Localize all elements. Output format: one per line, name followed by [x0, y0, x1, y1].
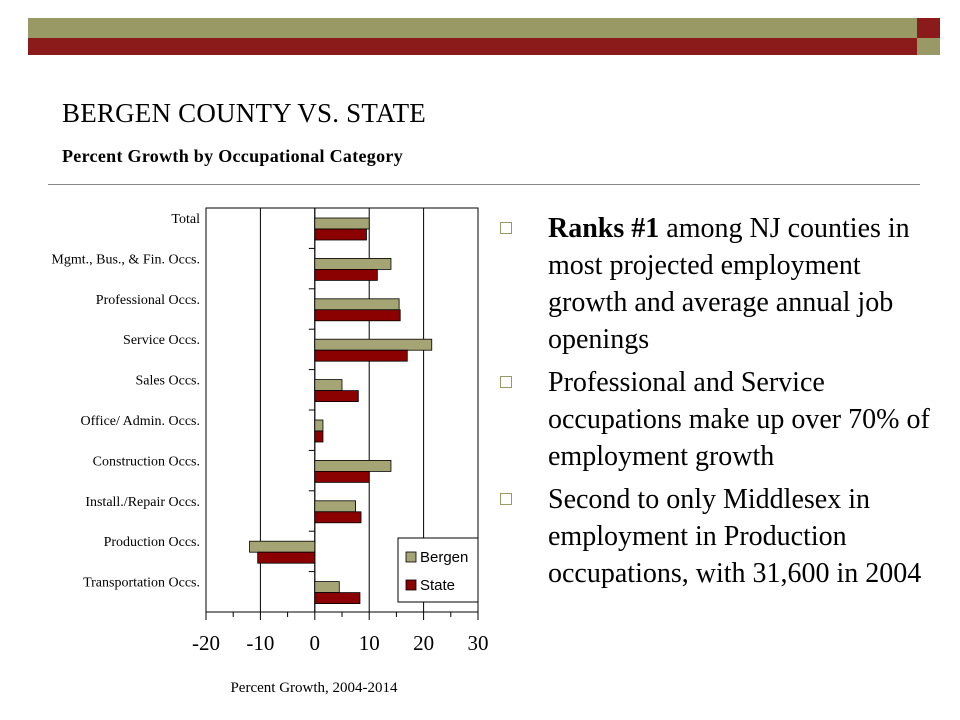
bar-state: [314, 430, 324, 443]
x-tick-label: 30: [468, 631, 489, 655]
category-label: Install./Repair Occs.: [85, 495, 200, 510]
bar-bergen: [314, 459, 392, 472]
category-label: Service Occs.: [123, 333, 200, 348]
category-label: Transportation Occs.: [83, 576, 200, 591]
square-bullet-icon: [500, 493, 512, 505]
top-maroon-bar: [28, 38, 917, 55]
x-tick-label: 10: [359, 631, 380, 655]
bar-bergen: [314, 217, 370, 230]
chart-x-ticks: -20 -10 0 10 20 30: [192, 612, 489, 655]
growth-bar-chart: Total Mgmt., Bus., & Fin. Occs. Profession…: [51, 207, 489, 696]
legend-swatch: [405, 551, 417, 563]
category-label: Construction Occs.: [93, 454, 200, 469]
bullet-item: Ranks #1 among NJ counties in most proje…: [498, 210, 938, 358]
bullet-text: Second to only Middlesex in employment i…: [548, 484, 922, 589]
legend-box: [397, 537, 479, 603]
square-bullet-icon: [500, 376, 512, 388]
bullet-list: Ranks #1 among NJ counties in most proje…: [498, 210, 938, 598]
x-tick-label: -20: [192, 631, 220, 655]
bar-state: [314, 228, 367, 241]
square-bullet-icon: [500, 222, 512, 234]
x-tick-label: 0: [310, 631, 321, 655]
bar-state: [314, 390, 359, 403]
bullet-item: Professional and Service occupations mak…: [498, 364, 938, 475]
bullet-item: Second to only Middlesex in employment i…: [498, 481, 938, 592]
category-label: Total: [171, 212, 200, 227]
bar-bergen: [314, 500, 356, 513]
title-divider: [48, 184, 920, 185]
slide-subtitle: Percent Growth by Occupational Category: [62, 146, 403, 166]
bar-state: [314, 511, 362, 524]
chart-bars: [249, 217, 433, 605]
bar-bergen: [314, 379, 343, 392]
bullet-text: among NJ counties in most projected empl…: [548, 213, 910, 355]
bar-state: [314, 349, 408, 362]
bar-state: [314, 470, 370, 483]
top-olive-bar: [28, 18, 917, 38]
bar-bergen: [314, 298, 400, 311]
x-tick-label: -10: [246, 631, 274, 655]
legend-label: State: [420, 577, 455, 594]
bar-bergen: [314, 419, 324, 432]
bar-state: [314, 592, 361, 605]
category-label: Mgmt., Bus., & Fin. Occs.: [51, 252, 200, 267]
bar-bergen: [314, 258, 392, 270]
chart-category-labels: Total Mgmt., Bus., & Fin. Occs. Profession…: [51, 212, 200, 591]
bar-state: [257, 551, 316, 564]
legend-swatch: [405, 579, 417, 591]
chart-legend: Bergen State: [397, 537, 479, 603]
bar-bergen: [249, 540, 316, 553]
bullet-bold: Ranks #1: [548, 213, 660, 244]
category-label: Production Occs.: [104, 535, 200, 550]
chart-x-axis-label: Percent Growth, 2004-2014: [230, 680, 398, 696]
bar-bergen: [314, 338, 433, 351]
slide-title: BERGEN COUNTY VS. STATE: [62, 98, 426, 128]
corner-olive-square: [917, 38, 940, 55]
bar-state: [314, 269, 378, 281]
bullet-text: Professional and Service occupations mak…: [548, 367, 930, 472]
bar-bergen: [314, 581, 340, 594]
x-tick-label: 20: [413, 631, 434, 655]
category-label: Sales Occs.: [135, 374, 200, 389]
legend-label: Bergen: [420, 549, 468, 566]
corner-maroon-square: [917, 18, 940, 38]
category-label: Professional Occs.: [96, 293, 200, 308]
bar-state: [314, 309, 401, 322]
category-label: Office/ Admin. Occs.: [81, 414, 201, 429]
